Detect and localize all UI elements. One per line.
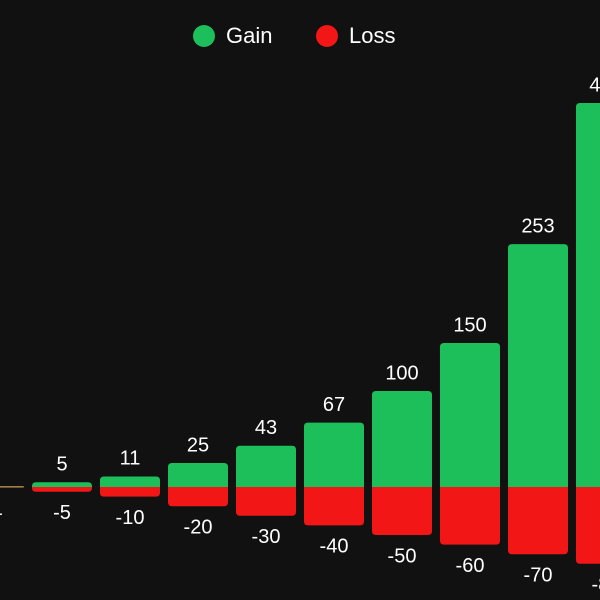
gain-bar <box>236 445 296 487</box>
loss-bar <box>440 487 500 545</box>
value-label: 25 <box>187 434 209 456</box>
value-label: 253 <box>521 215 554 237</box>
value-label: -80 <box>592 574 600 596</box>
loss-bar <box>32 487 92 492</box>
gain-bar <box>32 482 92 487</box>
value-label: -50 <box>388 545 417 567</box>
value-label: 67 <box>323 394 345 416</box>
gain-bar <box>576 103 600 487</box>
gain-bar <box>440 343 500 487</box>
gain-bar <box>508 244 568 487</box>
legend-marker <box>193 25 215 47</box>
legend-label: Gain <box>226 23 272 48</box>
value-label: -1 <box>0 498 3 520</box>
value-label: -5 <box>53 502 71 524</box>
loss-bar <box>508 487 568 555</box>
loss-bar <box>372 487 432 535</box>
value-label: 11 <box>120 448 141 470</box>
gain-bar <box>100 476 160 487</box>
value-label: 400 <box>589 74 600 96</box>
value-label: -60 <box>456 555 485 577</box>
value-label: 43 <box>255 417 277 439</box>
value-label: 150 <box>453 314 486 336</box>
loss-bar <box>304 487 364 526</box>
value-label: 100 <box>385 362 418 384</box>
legend-marker <box>316 25 338 47</box>
gain-bar <box>372 391 432 487</box>
gain-bar <box>168 463 228 487</box>
loss-bar <box>576 487 600 564</box>
loss-bar <box>0 487 24 488</box>
loss-bar <box>168 487 228 507</box>
value-label: 5 <box>56 453 67 475</box>
loss-bar <box>100 487 160 497</box>
value-label: -40 <box>320 536 349 558</box>
value-label: -70 <box>524 564 553 586</box>
gain-bar <box>0 486 24 487</box>
gain-bar <box>304 422 364 487</box>
value-label: -20 <box>184 516 213 538</box>
legend-label: Loss <box>349 23 395 48</box>
value-label: -30 <box>252 526 281 548</box>
loss-bar <box>236 487 296 516</box>
value-label: -10 <box>116 507 145 529</box>
